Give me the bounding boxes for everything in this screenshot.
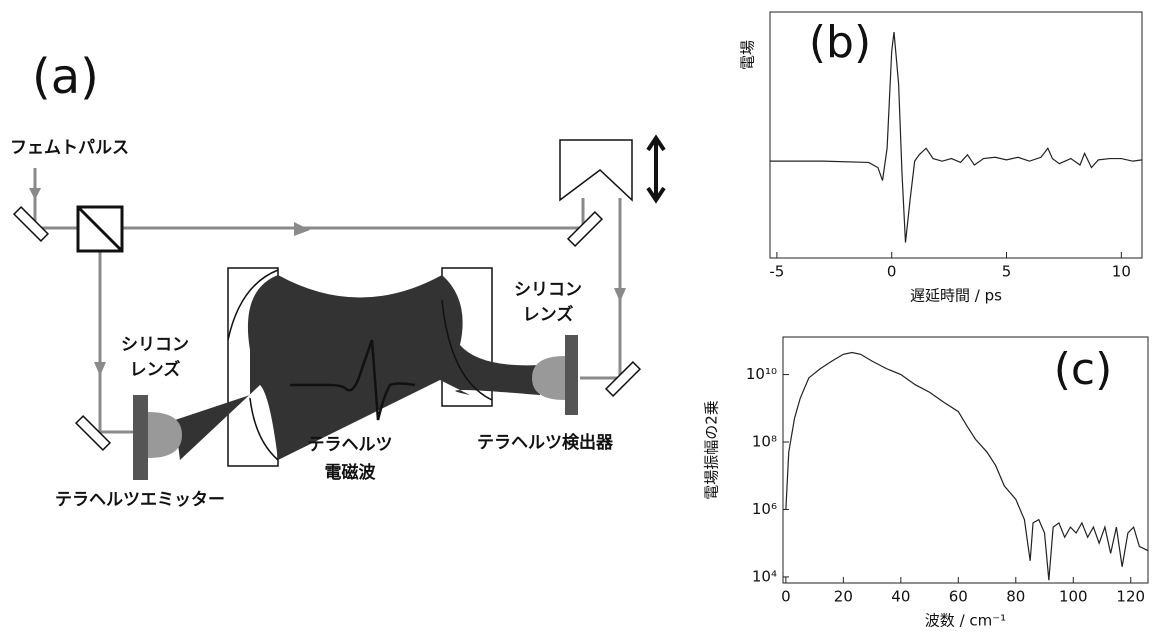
x-tick-label: -5 [769, 263, 784, 281]
panel-label: (c) [1054, 344, 1113, 395]
x-tick-label: 5 [1002, 263, 1012, 281]
x-tick-label: 0 [781, 588, 791, 606]
pulse-label: フェムトパルス [10, 138, 129, 158]
retroreflector [560, 140, 632, 200]
x-tick-label: 10 [1112, 263, 1131, 281]
lens-label: レンズ [523, 304, 574, 325]
wave-label: テラヘルツ [308, 435, 393, 455]
detector [565, 335, 578, 415]
y-axis-label: 電場 [739, 40, 757, 70]
x-tick-label: 120 [1116, 588, 1145, 606]
panel-label: (a) [32, 49, 99, 105]
figure: (a) フェムトパルス シリコン レンズ テラヘルツエミッター テラヘルツ 電磁… [0, 0, 1154, 632]
y-tick-label: 10⁸ [752, 433, 777, 451]
lens-label: レンズ [130, 359, 181, 380]
y-tick-label: 10¹⁰ [746, 365, 777, 383]
x-tick-label: 60 [949, 588, 968, 606]
x-tick-label: 0 [887, 263, 897, 281]
y-axis-label: 電場振幅の2乗 [703, 400, 721, 500]
emitter [133, 395, 148, 480]
lens-label: シリコン [121, 335, 189, 355]
lens-label: シリコン [514, 280, 582, 300]
emitter-label: テラヘルツエミッター [55, 490, 225, 510]
delay-arrow [648, 138, 664, 200]
x-tick-label: 20 [834, 588, 853, 606]
y-tick-label: 10⁴ [752, 567, 777, 585]
diagram: (a) フェムトパルス シリコン レンズ テラヘルツエミッター テラヘルツ 電磁… [10, 49, 664, 510]
y-tick-label: 10⁶ [752, 500, 777, 518]
x-axis-label: 遅延時間 / ps [910, 287, 1002, 305]
mirror [14, 207, 48, 241]
x-tick-label: 100 [1059, 588, 1088, 606]
detector-label: テラヘルツ検出器 [477, 432, 614, 453]
x-tick-label: 40 [891, 588, 910, 606]
x-tick-label: 80 [1006, 588, 1025, 606]
wave-label: 電磁波 [325, 462, 377, 483]
emitter-lens [148, 412, 182, 458]
x-axis-label: 波数 / cm⁻¹ [925, 612, 1006, 630]
panel-label: (b) [809, 17, 871, 68]
